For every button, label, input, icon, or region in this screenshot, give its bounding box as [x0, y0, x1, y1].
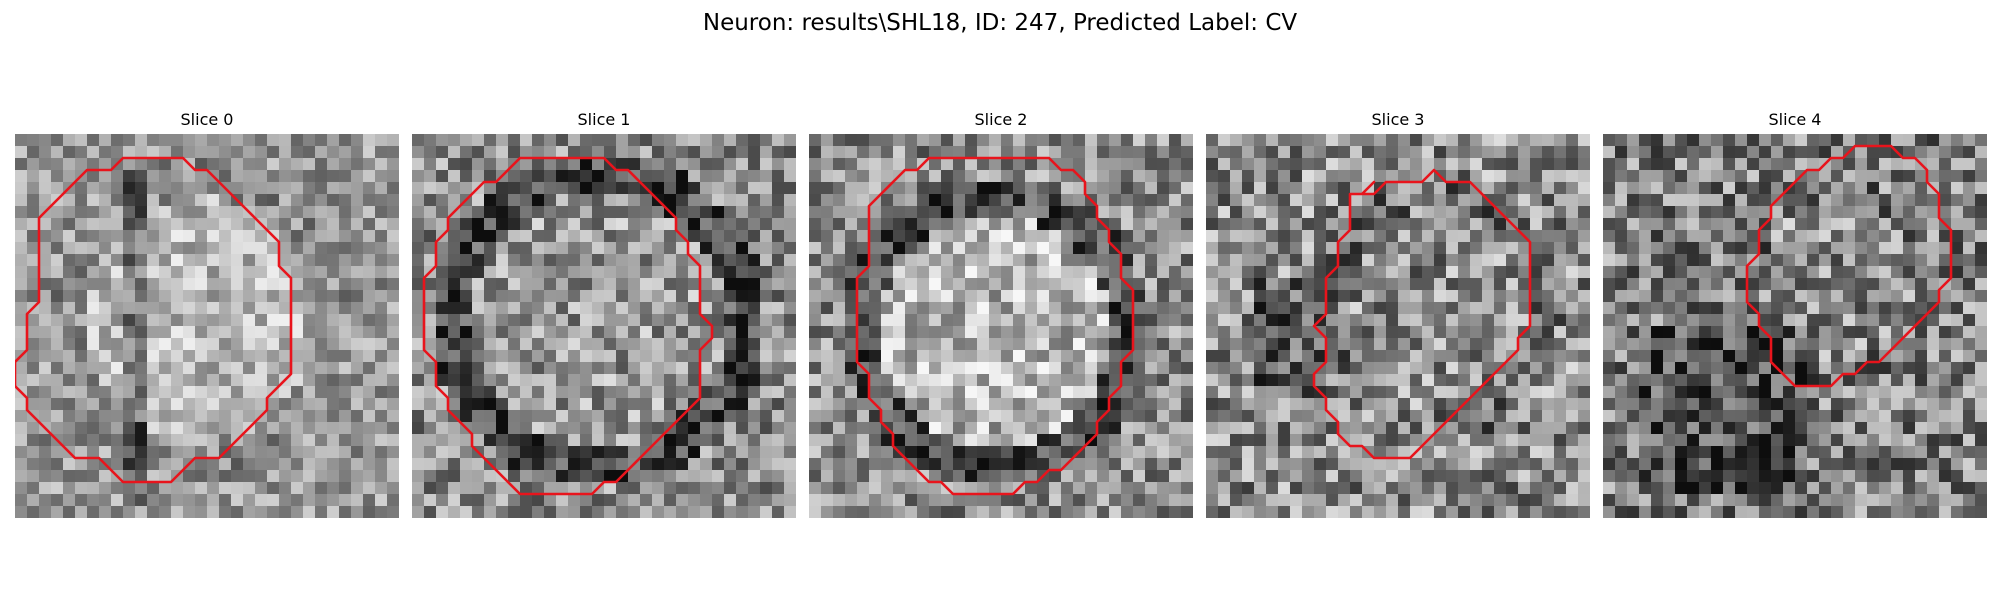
slice-image-4 [1603, 134, 1987, 518]
slice-image-0 [15, 134, 399, 518]
slice-title: Slice 3 [1371, 110, 1425, 129]
slice-title: Slice 0 [180, 110, 234, 129]
roi-outline [1312, 168, 1532, 460]
slice-panel-2: Slice 2 [809, 110, 1193, 518]
slice-title: Slice 1 [577, 110, 631, 129]
figure-title: Neuron: results\SHL18, ID: 247, Predicte… [702, 10, 1298, 36]
slice-panel-0: Slice 0 [15, 110, 399, 518]
slice-panel-1: Slice 1 [412, 110, 796, 518]
slice-image-1 [412, 134, 796, 518]
slice-title: Slice 4 [1768, 110, 1822, 129]
slice-panel-4: Slice 4 [1603, 110, 1987, 518]
slice-panel-3: Slice 3 [1206, 110, 1590, 518]
roi-outline [1745, 144, 1953, 388]
roi-outline [422, 156, 714, 496]
slice-image-2 [809, 134, 1193, 518]
roi-outline [15, 156, 293, 484]
slice-image-3 [1206, 134, 1590, 518]
slice-title: Slice 2 [974, 110, 1028, 129]
roi-outline [855, 156, 1135, 496]
